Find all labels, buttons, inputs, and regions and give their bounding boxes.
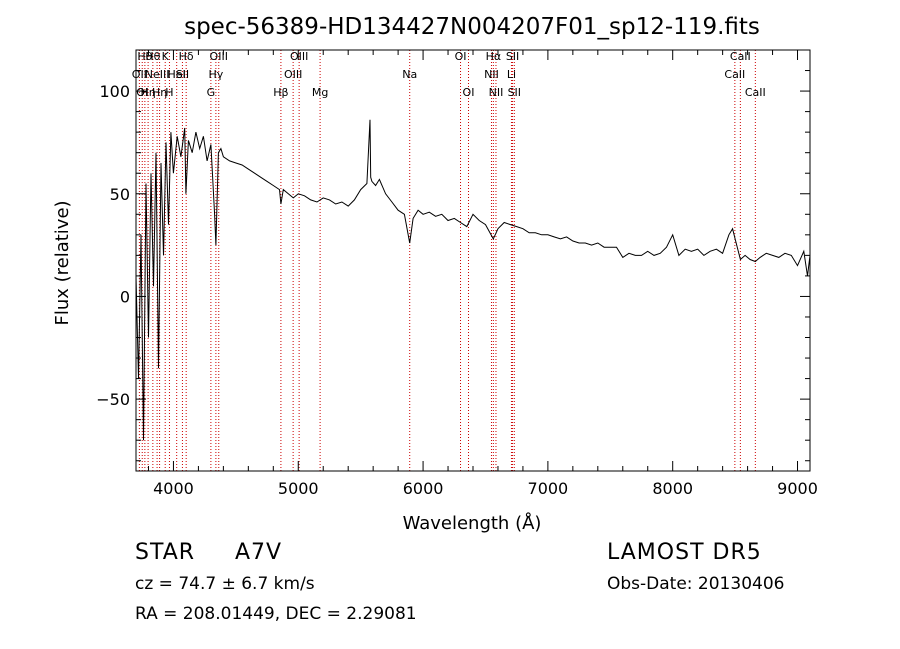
spectral-line-label: SII — [506, 50, 519, 63]
spectral-line-label: HeI — [168, 68, 186, 81]
observation-date: Obs-Date: 20130406 — [607, 574, 785, 594]
spectral-line-label: Hβ — [273, 86, 288, 99]
chart-title: spec-56389-HD134427N004207F01_sp12-119.f… — [184, 14, 760, 40]
object-subclass: A7V — [235, 540, 283, 565]
spectral-line-label: Li — [507, 68, 516, 81]
spectral-line-label: NeIII — [145, 68, 170, 81]
coordinates: RA = 208.01449, DEC = 2.29081 — [135, 604, 417, 624]
spectral-line-label: K — [162, 50, 170, 63]
spectral-line-label: Hη — [152, 86, 167, 99]
y-tick-label: 50 — [110, 185, 130, 204]
spectral-line-label: CaII — [745, 86, 766, 99]
spectral-line-label: OI — [136, 86, 148, 99]
spectral-line-label: CaII — [730, 50, 751, 63]
y-tick-label: 0 — [120, 287, 130, 306]
x-tick-label: 6000 — [403, 479, 444, 498]
spectral-line-label: NII — [484, 68, 499, 81]
spectral-line-label: Mg — [312, 86, 328, 99]
spectral-line-label: Hγ — [208, 68, 223, 81]
x-tick-label: 9000 — [777, 479, 818, 498]
spectral-line-label: SII — [508, 86, 521, 99]
spectral-line-labels: OIIOIHθHηHθNeIIIHηKHHeISIIHδGHγOIIIHβOII… — [132, 50, 766, 99]
spectral-line-label: Hδ — [179, 50, 194, 63]
survey-name: LAMOST DR5 — [607, 540, 762, 565]
spectral-line-label: OIII — [284, 68, 302, 81]
x-tick-label: 4000 — [153, 479, 194, 498]
spectral-line-label: SII — [176, 68, 189, 81]
spectral-line-label: H — [165, 86, 173, 99]
x-axis-label: Wavelength (Å) — [403, 512, 542, 534]
plot-frame — [135, 49, 811, 472]
spectral-line-label: Hη — [140, 86, 155, 99]
y-axis-label: Flux (relative) — [52, 200, 73, 325]
spectral-line-label: Hθ — [145, 50, 160, 63]
x-tick-label: 8000 — [652, 479, 693, 498]
spectral-line-label: NII — [489, 86, 504, 99]
object-class: STAR — [135, 540, 196, 565]
redshift-cz: cz = 74.7 ± 6.7 km/s — [135, 574, 315, 594]
y-tick-label: −50 — [96, 390, 130, 409]
spectral-line-label: OI — [463, 86, 475, 99]
y-axis-ticks: −50 0 50 100 — [96, 70, 810, 462]
spectral-line-label: OI — [455, 50, 467, 63]
x-tick-label: 7000 — [528, 479, 569, 498]
spectral-line-label: CaII — [724, 68, 745, 81]
spectral-line-label: OIII — [210, 50, 228, 63]
spectrum-line — [135, 119, 811, 441]
x-axis-ticks: 4000 5000 6000 7000 8000 9000 — [147, 50, 818, 498]
spectral-line-label: Hα — [486, 50, 502, 63]
spectral-line-markers — [138, 50, 756, 471]
spectral-line-label: OIII — [290, 50, 308, 63]
x-tick-label: 5000 — [278, 479, 319, 498]
spectral-line-label: Na — [402, 68, 417, 81]
spectral-line-label: G — [207, 86, 216, 99]
y-tick-label: 100 — [99, 82, 130, 101]
